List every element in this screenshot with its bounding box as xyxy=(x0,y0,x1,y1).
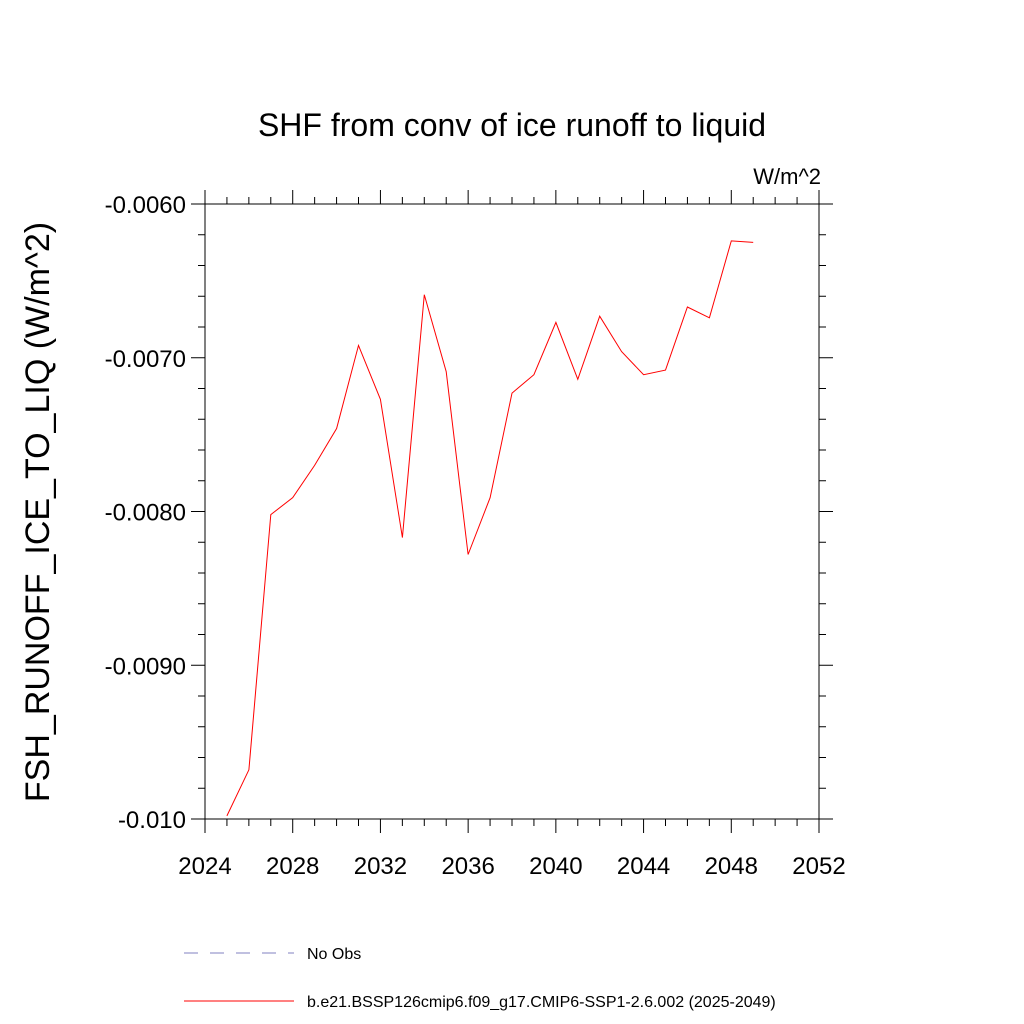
x-tick-label: 2040 xyxy=(529,853,582,880)
plot-frame xyxy=(204,203,820,820)
chart-title: SHF from conv of ice runoff to liquid xyxy=(258,107,766,143)
x-tick-label: 2048 xyxy=(705,853,758,880)
x-tick-label: 2032 xyxy=(354,853,407,880)
legend-label: No Obs xyxy=(307,946,361,963)
units-label: W/m^2 xyxy=(753,164,821,189)
series-group xyxy=(226,240,754,817)
y-tick-labels: -0.010 -0.0090 -0.0080 -0.0070 -0.0060 xyxy=(105,192,186,834)
y-tick-label: -0.010 xyxy=(118,807,186,834)
y-tick-label: -0.0090 xyxy=(105,653,186,680)
legend-label: b.e21.BSSP126cmip6.f09_g17.CMIP6-SSP1-2.… xyxy=(307,994,776,1011)
axis-ticks xyxy=(191,190,833,833)
x-tick-label: 2044 xyxy=(617,853,670,880)
legend: No Obs b.e21.BSSP126cmip6.f09_g17.CMIP6-S… xyxy=(184,946,776,1011)
y-tick-label: -0.0060 xyxy=(105,192,186,219)
series-line xyxy=(226,240,754,817)
y-tick-label: -0.0070 xyxy=(105,346,186,373)
y-axis-label: FSH_RUNOFF_ICE_TO_LIQ (W/m^2) xyxy=(19,222,57,802)
x-tick-label: 2052 xyxy=(792,853,845,880)
x-tick-label: 2036 xyxy=(441,853,494,880)
y-tick-label: -0.0080 xyxy=(105,500,186,527)
x-tick-label: 2028 xyxy=(266,853,319,880)
x-tick-label: 2024 xyxy=(178,853,231,880)
x-tick-labels: 2024 2028 2032 2036 2040 2044 2048 2052 xyxy=(178,853,845,880)
